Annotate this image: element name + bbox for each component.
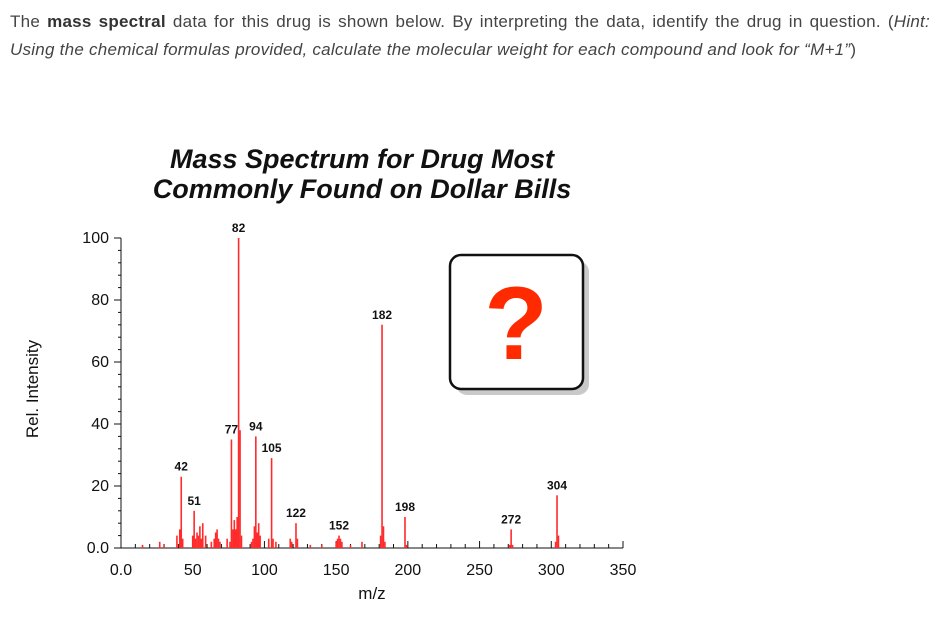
question-mark-icon: ?: [484, 266, 548, 382]
peak-label-94: 94: [249, 419, 263, 433]
peak-label-198: 198: [395, 500, 415, 514]
y-tick-label: 40: [91, 416, 109, 433]
question-text-part1: The: [10, 12, 48, 31]
y-tick-label: 100: [82, 230, 109, 247]
x-tick-label: 200: [395, 562, 422, 579]
y-tick-label: 20: [91, 478, 109, 495]
question-hint: Hint: Using the chemical formulas provid…: [10, 12, 931, 59]
x-tick-label: 300: [538, 562, 565, 579]
y-tick-label: 60: [91, 354, 109, 371]
chart-title-line-1: Mass Spectrum for Drug Most: [170, 144, 555, 174]
question-text: The mass spectral data for this drug is …: [10, 8, 930, 63]
peak-label-304: 304: [547, 478, 567, 492]
x-tick-label: 100: [251, 562, 278, 579]
chart-axes: 0.0 50 100 150 200 250 300 350 0.0 20 40 60 80 100: [82, 230, 636, 579]
peak-label-182: 182: [372, 308, 392, 322]
peak-label-77: 77: [225, 423, 239, 437]
major-peaks: [180, 238, 558, 548]
y-axis-title: Rel. Intensity: [23, 339, 42, 438]
x-tick-label: 0.0: [110, 562, 132, 579]
inset-box: [448, 253, 585, 391]
question-text-bold: mass spectral: [47, 12, 166, 31]
x-axis-title: m/z: [358, 584, 385, 603]
question-text-part2: data for this drug is shown below. By in…: [165, 12, 894, 31]
x-tick-label: 150: [323, 562, 350, 579]
x-tick-label: 250: [466, 562, 493, 579]
peak-label-122: 122: [286, 506, 306, 520]
y-tick-label: 0.0: [87, 540, 109, 557]
peak-label-105: 105: [262, 441, 282, 455]
peak-label-51: 51: [187, 494, 201, 508]
peak-label-82: 82: [232, 221, 246, 235]
peak-labels: 42 51 77 82 94 105 122 152 182 198 272 304: [175, 221, 568, 533]
minor-peaks: [141, 430, 560, 548]
peak-label-42: 42: [175, 460, 189, 474]
y-tick-label: 80: [91, 292, 109, 309]
x-tick-label: 50: [184, 562, 202, 579]
unknown-structure-inset: ?: [448, 253, 589, 395]
peak-label-272: 272: [501, 512, 521, 526]
chart-title-line-2: Commonly Found on Dollar Bills: [153, 174, 572, 204]
question-text-part3: ): [850, 39, 857, 59]
x-tick-label: 350: [610, 562, 637, 579]
peak-label-152: 152: [329, 519, 349, 533]
